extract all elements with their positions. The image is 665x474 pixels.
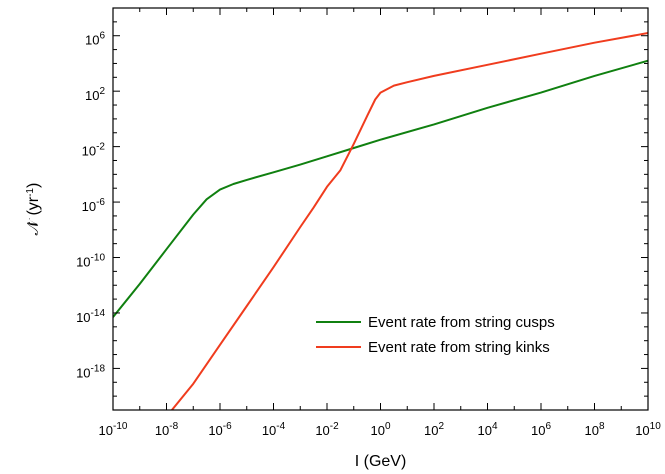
x-tick-label: 106 — [531, 421, 551, 438]
y-tick-label: 102 — [85, 86, 105, 103]
x-axis-label: I (GeV) — [355, 453, 407, 470]
x-tick-label: 10-10 — [99, 421, 128, 438]
series-layer — [113, 32, 648, 410]
x-tick-label: 1010 — [635, 421, 661, 438]
x-tick-label: 104 — [477, 421, 497, 438]
y-tick-label: 10-14 — [76, 308, 105, 325]
tick-labels: 10-10 10-8 10-6 10-4 10-2 100 102 104 106 108 1010… — [76, 31, 661, 438]
y-axis-label: 𝒩̇ (yr-1) — [25, 183, 43, 236]
y-tick-label: 10-2 — [82, 142, 106, 159]
y-tick-label: 106 — [85, 31, 105, 48]
x-tick-label: 10-6 — [208, 421, 232, 438]
y-axis-label-sup: -1 — [25, 188, 36, 197]
x-tick-label: 10-8 — [155, 421, 179, 438]
legend-label-cusps: Event rate from string cusps — [368, 314, 555, 331]
x-tick-label: 102 — [424, 421, 444, 438]
y-axis-label-main: 𝒩̇ (yr — [25, 196, 42, 235]
y-axis-label-close: ) — [25, 183, 42, 188]
series-line-0 — [113, 59, 648, 318]
ticks-layer — [112, 7, 649, 411]
legend-label-kinks: Event rate from string kinks — [368, 339, 550, 356]
x-tick-label: 10-4 — [262, 421, 286, 438]
y-tick-label: 10-10 — [76, 253, 105, 270]
legend: Event rate from string cusps Event rate … — [316, 314, 555, 356]
y-tick-label: 10-6 — [82, 197, 106, 214]
x-tick-label: 10-2 — [315, 421, 339, 438]
y-tick-label: 10-18 — [76, 363, 105, 380]
series-line-1 — [171, 32, 648, 410]
x-tick-label: 100 — [370, 421, 390, 438]
x-tick-label: 108 — [584, 421, 604, 438]
